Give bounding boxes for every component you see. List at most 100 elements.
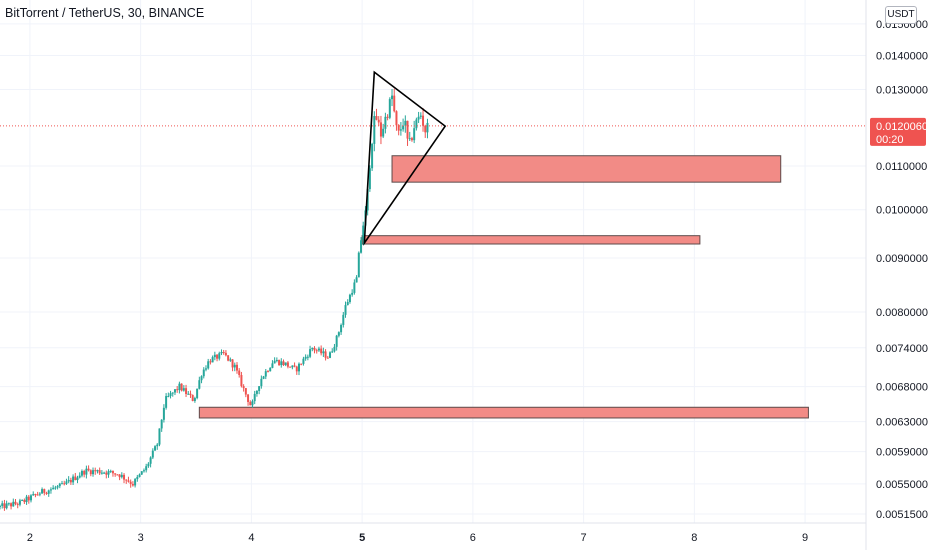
candle-body — [191, 394, 194, 401]
candle-body — [98, 470, 101, 474]
candle-body — [198, 380, 201, 389]
candle-body — [41, 489, 44, 494]
candle-body — [331, 351, 334, 353]
time-tick-label: 4 — [248, 532, 254, 544]
candle-body — [224, 352, 227, 356]
candle-body — [129, 481, 132, 484]
candle-body — [326, 357, 329, 359]
candle-body — [357, 252, 360, 278]
support-zone-rect[interactable] — [198, 406, 809, 419]
price-tick-label: 0.0063000 — [876, 417, 928, 429]
candle-body — [204, 368, 207, 370]
price-axis[interactable]: 0.01500000.01400000.01300000.01100000.01… — [865, 0, 928, 550]
candle-body — [207, 361, 210, 369]
candle-body — [171, 392, 174, 394]
candle-body — [399, 129, 402, 131]
candle-body — [313, 347, 316, 351]
candle-body — [360, 240, 363, 253]
candle-body — [189, 393, 192, 395]
price-tick-label: 0.0130000 — [876, 84, 928, 96]
candle-body — [410, 138, 413, 141]
candle-body — [426, 122, 429, 133]
candle-body — [291, 365, 294, 368]
candle-body — [193, 398, 196, 401]
candle-body — [10, 503, 13, 507]
candle-body — [38, 493, 41, 495]
candle-body — [311, 347, 314, 350]
candle-body — [52, 487, 55, 490]
candle-body — [0, 505, 1, 507]
candle-body — [211, 357, 214, 363]
candle-body — [222, 351, 225, 353]
candle-body — [145, 466, 148, 471]
candle-body — [255, 390, 258, 394]
candle-body — [54, 487, 57, 489]
time-axis[interactable]: 2 3 4 5 6 7 8 9 — [0, 522, 866, 544]
price-tick-label: 0.0090000 — [876, 253, 928, 265]
candle-body — [27, 496, 30, 501]
candle-body — [382, 128, 385, 137]
candle-body — [14, 501, 17, 504]
candle-body — [65, 481, 68, 484]
candle-body — [89, 470, 92, 475]
candle-body — [80, 470, 83, 476]
candle-body — [56, 486, 59, 488]
candle-body — [242, 386, 245, 389]
candle-body — [375, 116, 378, 120]
candle-body — [142, 470, 145, 472]
candle-body — [320, 348, 323, 354]
candle-body — [227, 355, 230, 361]
candle-body — [136, 476, 139, 480]
candle-body — [286, 362, 289, 367]
candle-body — [273, 360, 276, 364]
triangle-pattern-drawing[interactable] — [363, 70, 447, 246]
candlestick-series — [0, 88, 429, 511]
candle-body — [167, 396, 170, 398]
candle-body — [196, 388, 199, 399]
candle-body — [384, 116, 387, 129]
candle-body — [373, 116, 376, 144]
candle-body — [169, 393, 172, 397]
candle-body — [107, 471, 110, 475]
candle-body — [43, 489, 46, 493]
candle-body — [247, 394, 250, 402]
candle-body — [30, 495, 33, 501]
support-zone-rect[interactable] — [361, 235, 701, 245]
candle-body — [362, 225, 365, 241]
currency-button[interactable]: USDT — [885, 6, 917, 24]
candle-body — [233, 364, 236, 368]
price-tick-label: 0.0059000 — [876, 447, 928, 459]
candle-body — [258, 386, 261, 391]
candle-body — [147, 463, 150, 467]
chart-title: BitTorrent / TetherUS, 30, BINANCE — [5, 6, 205, 20]
candle-body — [419, 115, 422, 117]
candle-body — [162, 407, 165, 420]
candle-body — [114, 473, 117, 475]
support-zone-rect[interactable] — [391, 155, 782, 183]
price-tick-label: 0.0074000 — [876, 343, 928, 355]
candle-body — [218, 353, 221, 359]
candle-body — [45, 492, 48, 494]
candle-body — [424, 125, 427, 133]
candle-body — [100, 472, 103, 474]
candle-body — [391, 95, 394, 100]
candle-body — [304, 356, 307, 359]
candle-body — [298, 363, 301, 372]
candle-body — [182, 388, 185, 391]
candle-body — [96, 470, 99, 472]
candle-body — [240, 375, 243, 387]
candle-body — [92, 470, 95, 475]
candle-body — [306, 356, 309, 358]
candle-body — [94, 470, 97, 472]
candle-body — [251, 401, 254, 406]
price-tick-label: 0.0055000 — [876, 479, 928, 491]
candle-body — [289, 366, 292, 368]
last-price-value: 0.0120060 — [876, 121, 928, 133]
candle-body — [238, 370, 241, 376]
candle-body — [3, 503, 6, 509]
candle-body — [229, 359, 232, 361]
candle-body — [131, 483, 134, 486]
candle-body — [340, 324, 343, 333]
candle-body — [173, 389, 176, 393]
